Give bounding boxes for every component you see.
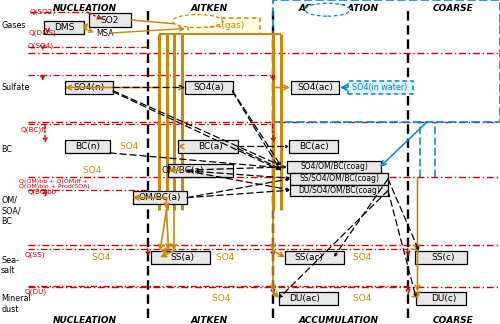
Text: OM/BC(a): OM/BC(a) [139, 193, 181, 202]
Text: SO4(n): SO4(n) [74, 83, 104, 92]
Text: Sea-
salt: Sea- salt [1, 256, 19, 275]
FancyBboxPatch shape [65, 81, 113, 94]
FancyBboxPatch shape [185, 81, 233, 94]
Ellipse shape [172, 15, 222, 28]
Text: OM/
SOA/
BC: OM/ SOA/ BC [1, 196, 20, 226]
Text: MSA: MSA [96, 29, 114, 38]
FancyBboxPatch shape [178, 140, 238, 153]
Text: AITKEN: AITKEN [190, 316, 228, 324]
Text: BC(n): BC(n) [75, 142, 100, 151]
Ellipse shape [305, 3, 350, 16]
Text: SO4: SO4 [216, 253, 238, 262]
FancyBboxPatch shape [416, 292, 466, 305]
Text: SS(a): SS(a) [170, 253, 194, 262]
FancyBboxPatch shape [168, 164, 232, 177]
Text: BC: BC [1, 145, 12, 154]
FancyBboxPatch shape [65, 140, 110, 153]
FancyBboxPatch shape [284, 251, 344, 264]
Text: COARSE: COARSE [432, 4, 474, 13]
Text: Q(DU): Q(DU) [25, 289, 47, 295]
Text: Q(BC)bb: Q(BC)bb [28, 189, 56, 195]
Text: SO4(in water): SO4(in water) [352, 83, 408, 92]
Text: NUCLEATION: NUCLEATION [53, 316, 117, 324]
Text: SS(c): SS(c) [431, 253, 455, 262]
Text: NUCLEATION: NUCLEATION [53, 4, 117, 13]
Text: Q(OM)bb + Q(OM)ff +: Q(OM)bb + Q(OM)ff + [19, 179, 88, 184]
Text: SO4: SO4 [83, 166, 104, 175]
Text: SO4: SO4 [353, 253, 374, 262]
Text: Q(SS): Q(SS) [25, 251, 46, 258]
Text: Q(DMS): Q(DMS) [29, 30, 57, 36]
FancyBboxPatch shape [415, 251, 467, 264]
Text: Q(SO4): Q(SO4) [28, 43, 54, 49]
Text: BC(ac): BC(ac) [298, 142, 328, 151]
Text: Q(SO2): Q(SO2) [30, 8, 56, 15]
FancyBboxPatch shape [290, 173, 388, 185]
Text: ACCUMULATION: ACCUMULATION [299, 316, 379, 324]
FancyBboxPatch shape [290, 81, 340, 94]
Text: SO2: SO2 [101, 16, 119, 25]
Text: DMS: DMS [54, 23, 74, 32]
Text: DU(c): DU(c) [431, 294, 456, 303]
FancyBboxPatch shape [280, 292, 338, 305]
FancyBboxPatch shape [150, 251, 210, 264]
Text: Gases: Gases [1, 21, 25, 30]
Text: BC(a): BC(a) [198, 142, 222, 151]
Text: SO4(gas): SO4(gas) [204, 21, 244, 30]
Text: SO4: SO4 [353, 294, 374, 303]
Text: SS/SO4/OM/BC(coag): SS/SO4/OM/BC(coag) [299, 174, 379, 183]
Text: COARSE: COARSE [432, 316, 474, 324]
Text: clear air: clear air [183, 18, 212, 24]
Text: Mineral
dust: Mineral dust [1, 294, 31, 314]
Text: Sulfate: Sulfate [1, 83, 29, 92]
Text: SO4: SO4 [212, 294, 233, 303]
Text: SO4: SO4 [120, 142, 141, 151]
Text: SO4: SO4 [92, 253, 114, 262]
FancyBboxPatch shape [89, 13, 131, 27]
Text: SO4/OM/BC(coag): SO4/OM/BC(coag) [300, 162, 368, 171]
Text: OM/BC(a): OM/BC(a) [161, 166, 204, 175]
Text: DU/SO4/OM/BC(coag): DU/SO4/OM/BC(coag) [298, 186, 380, 195]
FancyBboxPatch shape [290, 185, 388, 196]
Text: Q(OM)bio + Prod(SOA): Q(OM)bio + Prod(SOA) [19, 184, 90, 189]
Text: SS(ac): SS(ac) [294, 253, 324, 262]
FancyBboxPatch shape [348, 81, 412, 94]
FancyBboxPatch shape [188, 18, 260, 34]
FancyBboxPatch shape [133, 191, 187, 204]
FancyBboxPatch shape [287, 161, 381, 173]
Text: DU(ac): DU(ac) [290, 294, 320, 303]
Text: Q(BC)ff: Q(BC)ff [21, 127, 47, 133]
Text: SO4(ac): SO4(ac) [297, 83, 333, 92]
Text: cloudy air: cloudy air [310, 7, 345, 13]
FancyBboxPatch shape [289, 140, 338, 153]
Text: SO4(a): SO4(a) [194, 83, 224, 92]
Text: AITKEN: AITKEN [190, 4, 228, 13]
FancyBboxPatch shape [44, 21, 84, 34]
Text: ACCUMULATION: ACCUMULATION [299, 4, 379, 13]
